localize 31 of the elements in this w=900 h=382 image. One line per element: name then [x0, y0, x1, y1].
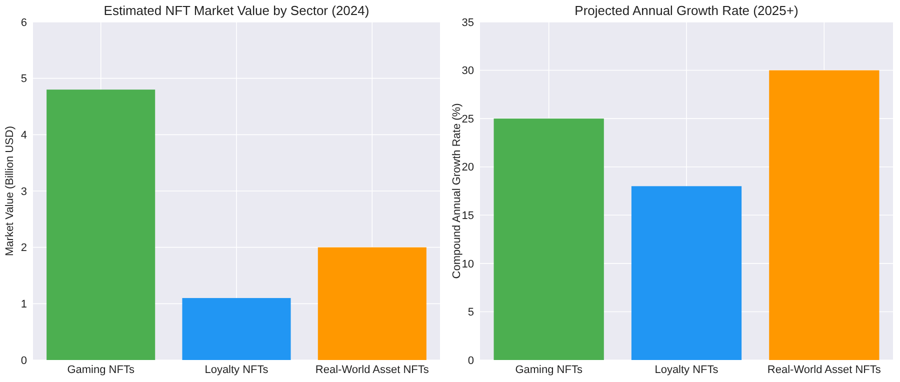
x-tick-label: Gaming NFTs — [67, 364, 135, 376]
y-tick-label: 35 — [462, 16, 474, 29]
x-tick-label: Real-World Asset NFTs — [315, 364, 430, 376]
y-tick-label: 10 — [462, 258, 474, 270]
y-axis-title: Market Value (Billion USD) — [4, 126, 16, 256]
y-tick-label: 1 — [20, 298, 27, 311]
x-tick-label: Loyalty NFTs — [654, 364, 719, 376]
y-tick-label: 3 — [20, 186, 27, 198]
bar — [46, 90, 156, 360]
x-tick-label: Real-World Asset NFTs — [767, 364, 882, 376]
bar — [494, 118, 604, 360]
y-tick-label: 6 — [20, 16, 27, 29]
chart-title: Projected Annual Growth Rate (2025+) — [574, 3, 798, 18]
x-tick-label: Loyalty NFTs — [204, 364, 269, 376]
y-tick-label: 2 — [20, 242, 27, 254]
x-tick-label: Gaming NFTs — [515, 364, 583, 376]
y-tick-label: 0 — [468, 354, 474, 367]
y-tick-label: 20 — [462, 162, 474, 174]
y-tick-label: 5 — [20, 73, 27, 86]
y-tick-label: 15 — [462, 210, 474, 222]
y-tick-label: 5 — [468, 306, 474, 319]
y-axis-title: Compound Annual Growth Rate (%) — [451, 103, 463, 279]
y-tick-label: 4 — [20, 130, 27, 142]
y-tick-label: 25 — [462, 113, 474, 126]
y-tick-label: 0 — [20, 354, 27, 367]
chart-title: Estimated NFT Market Value by Sector (2024) — [104, 3, 370, 18]
bar — [631, 186, 742, 360]
y-tick-label: 30 — [462, 65, 474, 78]
bar — [769, 70, 880, 360]
bar — [182, 298, 291, 360]
bar — [318, 247, 426, 360]
